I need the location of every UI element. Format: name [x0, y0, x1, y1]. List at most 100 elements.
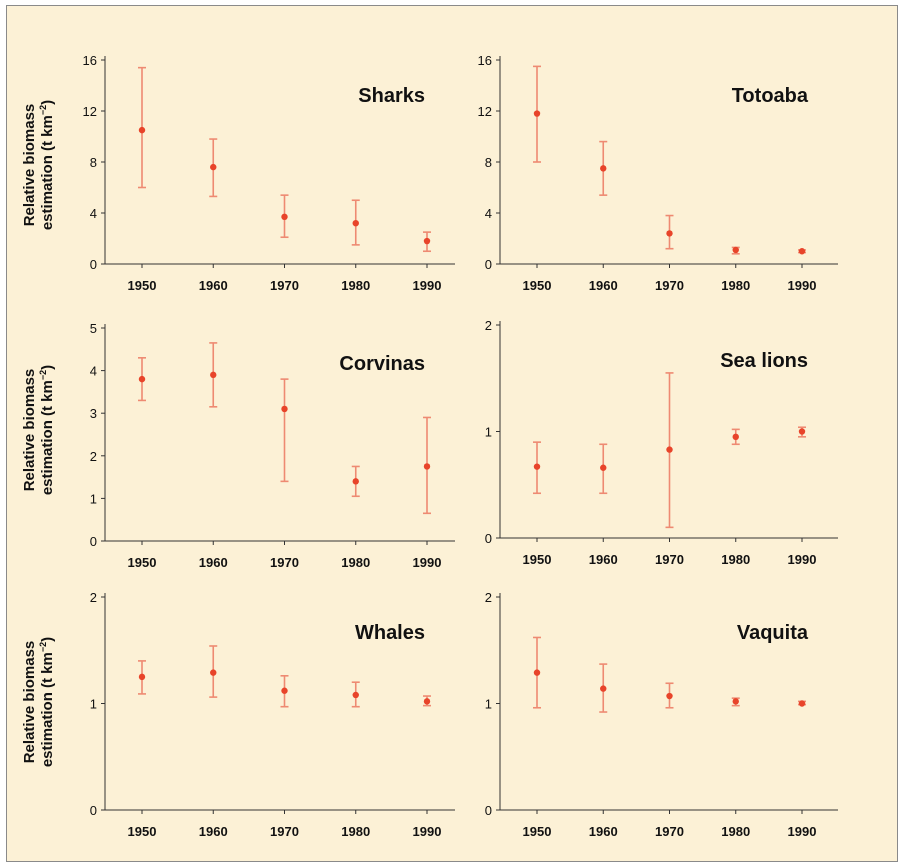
y-axis-label: Relative biomass estimation (t km−2): [21, 602, 61, 802]
x-tick-label: 1970: [270, 278, 299, 293]
data-point: [798, 700, 806, 707]
data-point: [666, 230, 673, 237]
y-tick-label: 1: [90, 491, 97, 506]
y-tick-label: 0: [90, 803, 97, 818]
data-point: [798, 428, 806, 435]
data-point: [533, 463, 541, 470]
y-tick-label: 4: [90, 206, 97, 221]
x-tick-label: 1970: [655, 824, 684, 839]
y-axis-label: Relative biomass estimation (t km−2): [21, 330, 61, 530]
panel-title: Totoaba: [732, 85, 809, 107]
y-axis-label-line2: estimation (t km−2): [38, 99, 56, 231]
data-point: [423, 463, 431, 470]
panel-title: Sea lions: [720, 350, 808, 372]
y-tick-label: 12: [478, 104, 492, 119]
y-tick-label: 1: [485, 425, 492, 440]
data-point: [600, 464, 607, 471]
y-tick-label: 8: [485, 155, 492, 170]
y-tick-label: 3: [90, 406, 97, 421]
x-tick-label: 1950: [523, 824, 552, 839]
y-tick-label: 2: [485, 590, 492, 605]
y-axis-label: Relative biomass estimation (t km−2): [21, 65, 61, 265]
y-tick-label: 4: [90, 364, 97, 379]
y-tick-label: 16: [83, 53, 97, 68]
data-point: [352, 478, 359, 485]
y-tick-label: 4: [485, 206, 492, 221]
x-tick-label: 1990: [788, 552, 817, 567]
y-tick-label: 0: [485, 803, 492, 818]
y-tick-label: 8: [90, 155, 97, 170]
x-tick-label: 1950: [128, 555, 157, 570]
x-tick-label: 1990: [413, 824, 442, 839]
x-tick-label: 1980: [721, 552, 750, 567]
data-point: [138, 673, 146, 681]
x-tick-label: 1960: [199, 555, 228, 570]
data-point: [533, 110, 541, 117]
y-axis-label-line1: Relative biomass: [21, 368, 38, 492]
y-tick-label: 0: [90, 534, 97, 549]
data-point: [138, 126, 146, 134]
x-tick-label: 1980: [721, 824, 750, 839]
y-tick-label: 1: [90, 697, 97, 712]
y-tick-label: 12: [83, 104, 97, 119]
data-point: [732, 246, 739, 254]
y-tick-label: 5: [90, 321, 97, 336]
y-tick-label: 2: [90, 590, 97, 605]
y-axis-label-line1: Relative biomass: [21, 640, 38, 764]
y-axis-label-line1: Relative biomass: [21, 103, 38, 227]
x-tick-label: 1990: [413, 278, 442, 293]
data-point: [210, 669, 217, 676]
data-point: [281, 213, 288, 221]
data-point: [798, 248, 806, 255]
x-tick-label: 1970: [270, 555, 299, 570]
x-tick-label: 1970: [270, 824, 299, 839]
x-tick-label: 1990: [788, 278, 817, 293]
figure-panel: [6, 5, 898, 862]
x-tick-label: 1960: [589, 824, 618, 839]
x-tick-label: 1980: [721, 278, 750, 293]
x-tick-label: 1980: [341, 278, 370, 293]
data-point: [666, 446, 673, 453]
data-point: [352, 691, 359, 699]
data-point: [281, 687, 288, 694]
x-tick-label: 1960: [589, 278, 618, 293]
x-tick-label: 1960: [199, 278, 228, 293]
x-tick-label: 1950: [128, 824, 157, 839]
data-point: [732, 698, 739, 705]
y-tick-label: 0: [90, 257, 97, 272]
data-point: [138, 375, 146, 383]
x-tick-label: 1970: [655, 552, 684, 567]
x-tick-label: 1950: [523, 278, 552, 293]
data-point: [423, 237, 431, 245]
x-tick-label: 1990: [788, 824, 817, 839]
panel-title: Whales: [355, 622, 425, 644]
y-tick-label: 0: [485, 531, 492, 546]
y-axis-label-line2: estimation (t km−2): [38, 364, 56, 496]
data-point: [600, 165, 607, 172]
x-tick-label: 1980: [341, 824, 370, 839]
x-tick-label: 1960: [199, 824, 228, 839]
y-tick-label: 2: [485, 318, 492, 333]
y-tick-label: 0: [485, 257, 492, 272]
data-point: [666, 692, 673, 700]
x-tick-label: 1960: [589, 552, 618, 567]
data-point: [732, 433, 739, 441]
data-point: [210, 371, 217, 379]
data-point: [600, 685, 607, 692]
x-tick-label: 1950: [523, 552, 552, 567]
y-axis-label-line2: estimation (t km−2): [38, 636, 56, 768]
data-point: [533, 669, 541, 676]
x-tick-label: 1970: [655, 278, 684, 293]
panel-title: Corvinas: [339, 353, 425, 375]
panel-title: Sharks: [358, 85, 425, 107]
x-tick-label: 1950: [128, 278, 157, 293]
x-tick-label: 1990: [413, 555, 442, 570]
data-point: [210, 163, 217, 171]
y-tick-label: 1: [485, 697, 492, 712]
y-tick-label: 16: [478, 53, 492, 68]
y-tick-label: 2: [90, 449, 97, 464]
x-tick-label: 1980: [341, 555, 370, 570]
panel-title: Vaquita: [737, 622, 809, 644]
data-point: [423, 698, 431, 705]
